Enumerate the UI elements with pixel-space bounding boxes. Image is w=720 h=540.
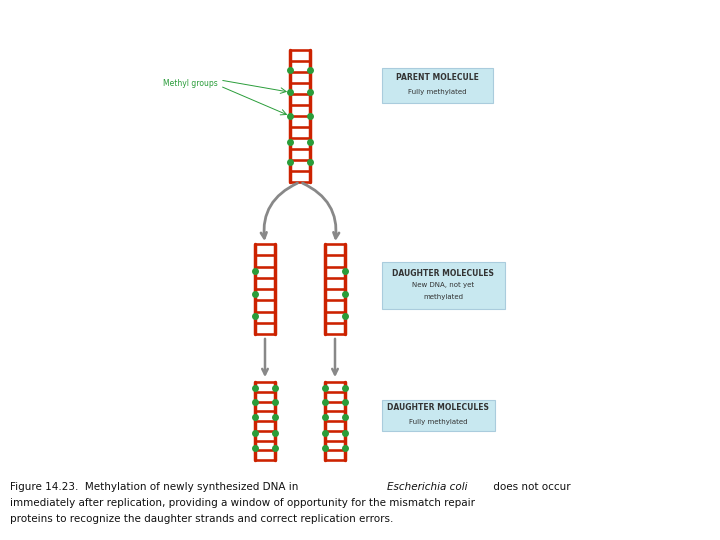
Text: DAUGHTER MOLECULES: DAUGHTER MOLECULES xyxy=(392,268,494,278)
Text: DAUGHTER MOLECULES: DAUGHTER MOLECULES xyxy=(387,403,489,413)
Text: Figure 14.23.  Methylation of newly synthesized DNA in: Figure 14.23. Methylation of newly synth… xyxy=(10,482,302,492)
Text: Fully methylated: Fully methylated xyxy=(408,89,467,95)
Text: PARENT MOLECULE: PARENT MOLECULE xyxy=(395,73,478,83)
Text: does not occur: does not occur xyxy=(490,482,571,492)
Text: proteins to recognize the daughter strands and correct replication errors.: proteins to recognize the daughter stran… xyxy=(10,514,393,524)
FancyBboxPatch shape xyxy=(382,68,492,103)
Text: New DNA, not yet: New DNA, not yet xyxy=(412,282,474,288)
Text: Methyl groups: Methyl groups xyxy=(163,78,218,87)
Text: methylated: methylated xyxy=(423,294,463,300)
FancyBboxPatch shape xyxy=(382,261,505,308)
Text: Fully methylated: Fully methylated xyxy=(409,419,467,425)
Text: immediately after replication, providing a window of opportunity for the mismatc: immediately after replication, providing… xyxy=(10,498,475,508)
Text: Escherichia coli: Escherichia coli xyxy=(387,482,468,492)
FancyBboxPatch shape xyxy=(382,400,495,430)
